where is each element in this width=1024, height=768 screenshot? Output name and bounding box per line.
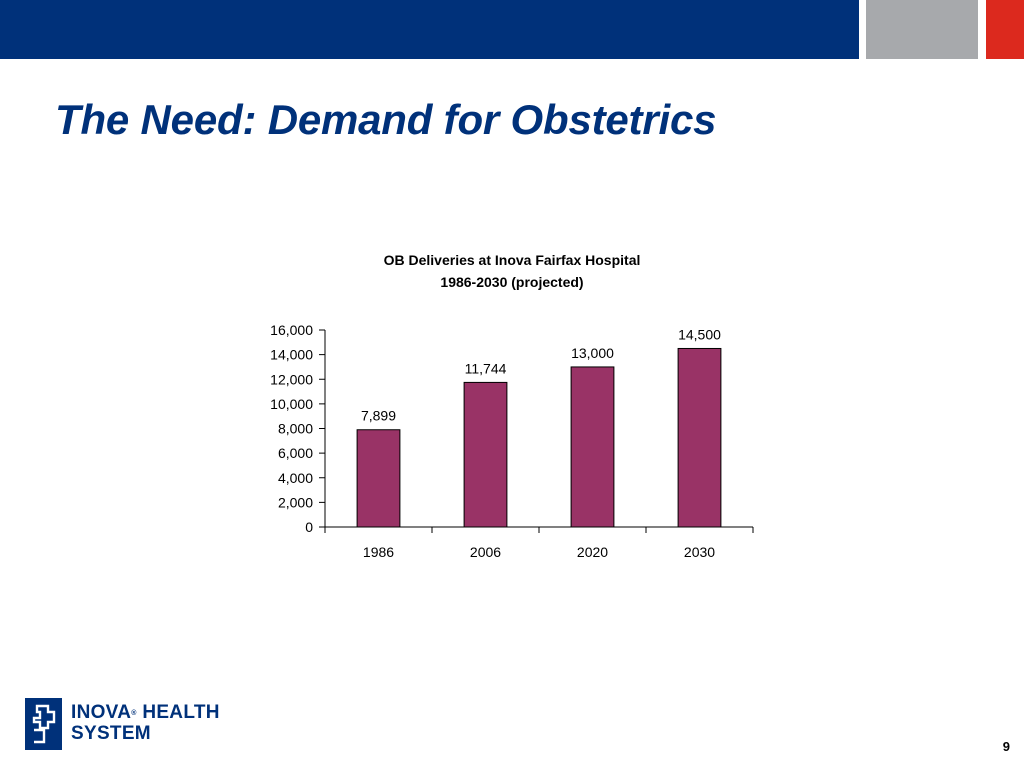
logo-line2: SYSTEM bbox=[71, 723, 151, 744]
chart-title: OB Deliveries at Inova Fairfax Hospital bbox=[384, 252, 641, 268]
y-tick-label: 4,000 bbox=[278, 470, 313, 486]
logo-wordmark: INOVA® HEALTH SYSTEM bbox=[71, 702, 220, 744]
data-label-2006: 11,744 bbox=[465, 360, 507, 376]
y-tick-label: 10,000 bbox=[270, 396, 313, 412]
x-tick-label-1986: 1986 bbox=[363, 544, 394, 560]
y-tick-label: 14,000 bbox=[270, 347, 313, 363]
x-tick-label-2020: 2020 bbox=[577, 544, 608, 560]
chart-subtitle: 1986-2030 (projected) bbox=[440, 274, 583, 290]
logo-registered-mark: ® bbox=[131, 710, 137, 717]
y-tick-label: 6,000 bbox=[278, 445, 313, 461]
x-tick-label-2030: 2030 bbox=[684, 544, 715, 560]
bar-2006 bbox=[463, 381, 508, 528]
logo-line1: INOVA bbox=[71, 702, 132, 723]
slide-title: The Need: Demand for Obstetrics bbox=[55, 96, 717, 143]
y-tick-label: 8,000 bbox=[278, 421, 313, 437]
inova-logo: INOVA® HEALTH SYSTEM bbox=[25, 698, 225, 752]
y-tick-label: 16,000 bbox=[270, 322, 313, 338]
x-tick-label-2006: 2006 bbox=[470, 544, 501, 560]
inova-cross-icon bbox=[25, 698, 62, 750]
logo-line1b: HEALTH bbox=[136, 702, 220, 723]
page-number: 9 bbox=[1002, 739, 1010, 754]
data-label-2030: 14,500 bbox=[678, 326, 721, 342]
top-banner-gray-block bbox=[866, 0, 978, 59]
top-banner-red-block bbox=[986, 0, 1024, 59]
top-banner-bar bbox=[0, 0, 859, 59]
data-label-2020: 13,000 bbox=[571, 345, 614, 361]
bar-1986 bbox=[356, 429, 401, 528]
y-tick-label: 12,000 bbox=[270, 371, 313, 387]
bar-2030 bbox=[677, 347, 722, 528]
y-tick-label: 0 bbox=[305, 519, 313, 535]
y-tick-label: 2,000 bbox=[278, 494, 313, 510]
bar-2020 bbox=[570, 366, 615, 528]
data-label-1986: 7,899 bbox=[361, 408, 396, 424]
